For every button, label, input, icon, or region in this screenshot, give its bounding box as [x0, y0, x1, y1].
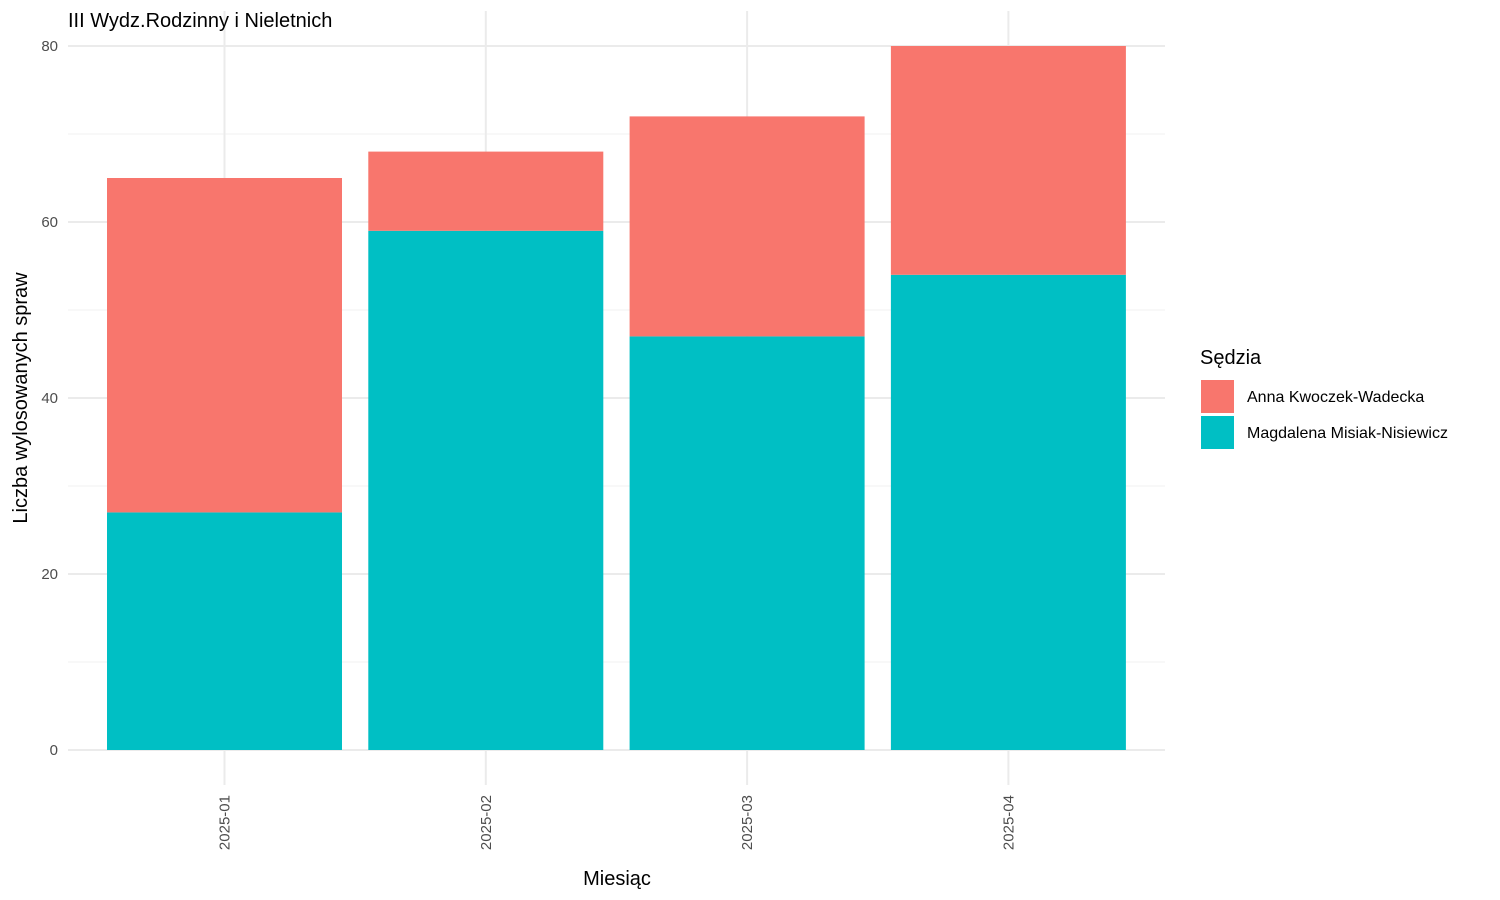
bar-2025-01-anna-kwoczek-wadecka	[107, 178, 342, 513]
bar-2025-01-magdalena-misiak-nisiewicz	[107, 512, 342, 750]
legend-label: Magdalena Misiak-Nisiewicz	[1247, 425, 1448, 442]
bar-2025-03-magdalena-misiak-nisiewicz	[629, 336, 865, 750]
x-tick-label: 2025-04	[1000, 795, 1017, 850]
bar-2025-03-anna-kwoczek-wadecka	[629, 116, 865, 337]
legend-key	[1201, 416, 1234, 449]
bar-2025-04-magdalena-misiak-nisiewicz	[890, 274, 1126, 750]
bar-2025-02-magdalena-misiak-nisiewicz	[368, 230, 604, 751]
legend-key	[1201, 380, 1234, 413]
bar-2025-02-anna-kwoczek-wadecka	[368, 151, 604, 231]
y-axis-title: Liczba wylosowanych spraw	[10, 272, 32, 524]
bar-2025-04-anna-kwoczek-wadecka	[890, 46, 1126, 275]
x-tick-label: 2025-01	[217, 795, 234, 850]
x-axis-title: Miesiąc	[583, 868, 651, 890]
legend: Sędzia Anna Kwoczek-Wadecka Magdalena Mis…	[1200, 347, 1448, 449]
y-axis-ticks: 0 20 40 60 80	[41, 38, 58, 759]
y-tick-label: 60	[41, 214, 58, 231]
y-tick-label: 40	[41, 390, 58, 407]
x-tick-label: 2025-03	[739, 795, 756, 850]
y-tick-label: 0	[50, 742, 58, 759]
x-tick-label: 2025-02	[478, 795, 495, 850]
y-tick-label: 80	[41, 38, 58, 55]
y-tick-label: 20	[41, 566, 58, 583]
legend-label: Anna Kwoczek-Wadecka	[1247, 389, 1424, 406]
bars	[107, 46, 1126, 751]
legend-title: Sędzia	[1200, 347, 1262, 369]
x-axis-ticks: 2025-01 2025-02 2025-03 2025-04	[217, 795, 1018, 850]
chart-title: III Wydz.Rodzinny i Nieletnich	[68, 10, 332, 32]
